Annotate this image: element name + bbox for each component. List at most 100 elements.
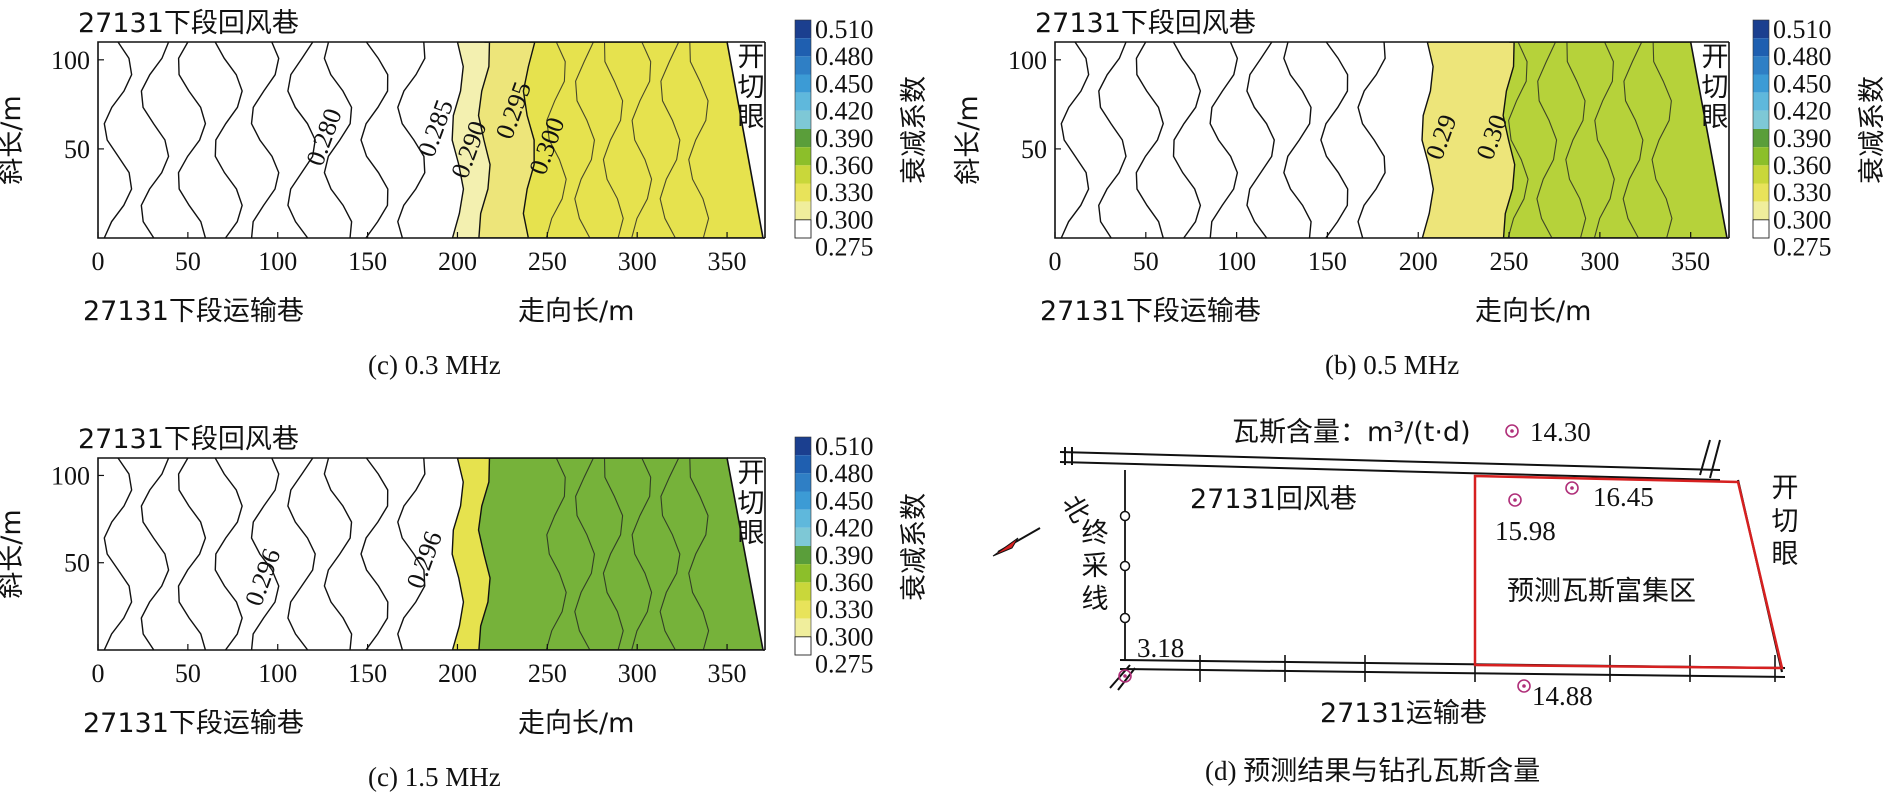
x-tick-label: 350 [1671,247,1710,276]
y-tick-label: 50 [1021,135,1047,164]
contour-line [1060,42,1090,238]
colorbar-swatch [795,147,811,166]
x-tick-label: 350 [708,659,747,688]
open-cut-label: 开 [1702,42,1729,73]
x-tick-label: 0 [92,247,105,276]
colorbar-label: 衰减系数 [1857,76,1888,184]
open-cut-label: 切 [1702,72,1729,103]
colorbar-swatch [795,74,811,93]
contour-line [177,42,207,238]
y-tick-label: 50 [64,135,90,164]
contour-line [574,42,596,238]
colorbar-swatch [1753,183,1769,202]
panel-caption: (c) 0.3 MHz [368,350,501,380]
x-tick-label: 150 [348,247,387,276]
colorbar-swatch [795,473,811,492]
x-tick-label: 200 [438,659,477,688]
x-tick-label: 100 [258,659,297,688]
colorbar-swatch [1753,165,1769,184]
colorbar-swatch [795,618,811,637]
x-tick-label: 300 [618,247,657,276]
contour-line [1357,42,1386,238]
colorbar-tick-label: 0.330 [815,178,874,207]
x-tick-label: 150 [348,659,387,688]
contour-line [1098,42,1127,238]
contour-line [140,458,170,650]
contour-line [287,42,316,238]
colorbar-swatch [795,38,811,57]
colorbar-swatch [795,92,811,111]
colorbar-swatch [795,183,811,202]
open-cut-label: 开 [1772,473,1799,504]
contour-label: 0.296 [239,545,286,610]
borehole-value: 3.18 [1137,633,1184,663]
colorbar-swatch [1753,74,1769,93]
open-cut-label: 开 [738,458,765,489]
contour-label: 0.280 [300,105,347,170]
x-tick-label: 350 [708,247,747,276]
contour-line [1283,42,1312,238]
top-airway-label: 27131下段回风巷 [78,424,299,455]
colorbar-tick-label: 0.275 [815,650,874,679]
colorbar-tick-label: 0.275 [1773,233,1832,262]
colorbar-p1: 0.5100.4800.4500.4200.3900.3600.3300.300… [794,15,930,262]
colorbar-tick-label: 0.420 [815,97,874,126]
x-tick-label: 100 [258,247,297,276]
x-tick-label: 0 [1049,247,1062,276]
colorbar-swatch [1753,20,1769,39]
contour-line [103,458,133,650]
colorbar-swatch [795,491,811,510]
contour-band [1502,42,1727,238]
colorbar-swatch [1753,147,1769,166]
haulage-way-label: 27131运输巷 [1320,698,1487,729]
contour-field [103,458,763,650]
contour-line [574,458,596,650]
contour-line [360,42,389,238]
y-tick-label: 100 [51,461,90,490]
contour-line [360,458,389,650]
colorbar-swatch [795,509,811,528]
x-tick-label: 250 [1490,247,1529,276]
colorbar-swatch [1753,129,1769,148]
return-airway-line [1059,461,1721,481]
colorbar-tick-label: 0.330 [1773,178,1832,207]
bottom-airway-label: 27131下段运输巷 [83,708,304,739]
x-tick-label: 100 [1217,247,1256,276]
colorbar-tick-label: 0.510 [815,432,874,461]
colorbar-label: 衰减系数 [899,76,930,184]
bottom-airway-label: 27131下段运输巷 [83,296,304,327]
y-axis-label: 斜长/m [953,95,984,184]
colorbar-p3: 0.5100.4800.4500.4200.3900.3600.3300.300… [794,432,930,679]
colorbar-swatch [794,219,812,239]
colorbar-swatch [795,546,811,565]
colorbar-tick-label: 0.390 [815,541,874,570]
open-cut-label: 眼 [1702,102,1729,133]
contour-panel-p2: 0.29 0.300 50 100 150 200 250 300 3505010027131下… [953,8,1730,380]
borehole-marker [1505,424,1519,438]
contour-label: 0.296 [401,527,448,592]
x-tick-label: 200 [438,247,477,276]
x-tick-label: 50 [1133,247,1159,276]
colorbar-swatch [1753,38,1769,57]
borehole-marker [1118,669,1132,683]
borehole-value: 16.45 [1593,482,1654,512]
contour-line [602,458,624,650]
colorbar-swatch [795,527,811,546]
contour-line [545,458,567,650]
contour-line [1565,42,1587,238]
contour-line [659,458,681,650]
colorbar-swatch [1753,92,1769,111]
colorbar-tick-label: 0.390 [1773,124,1832,153]
x-tick-label: 300 [1580,247,1619,276]
colorbar-tick-label: 0.300 [1773,205,1832,234]
contour-line [250,42,280,238]
contour-line [397,458,426,650]
borehole-marker [1508,493,1522,507]
colorbar-swatch [1753,56,1769,75]
colorbar-swatch [1752,219,1770,239]
haulage-way-line [1119,668,1786,678]
north-arrow-head [992,537,1019,557]
open-cut-label: 眼 [738,102,765,133]
contour-line [545,42,567,238]
